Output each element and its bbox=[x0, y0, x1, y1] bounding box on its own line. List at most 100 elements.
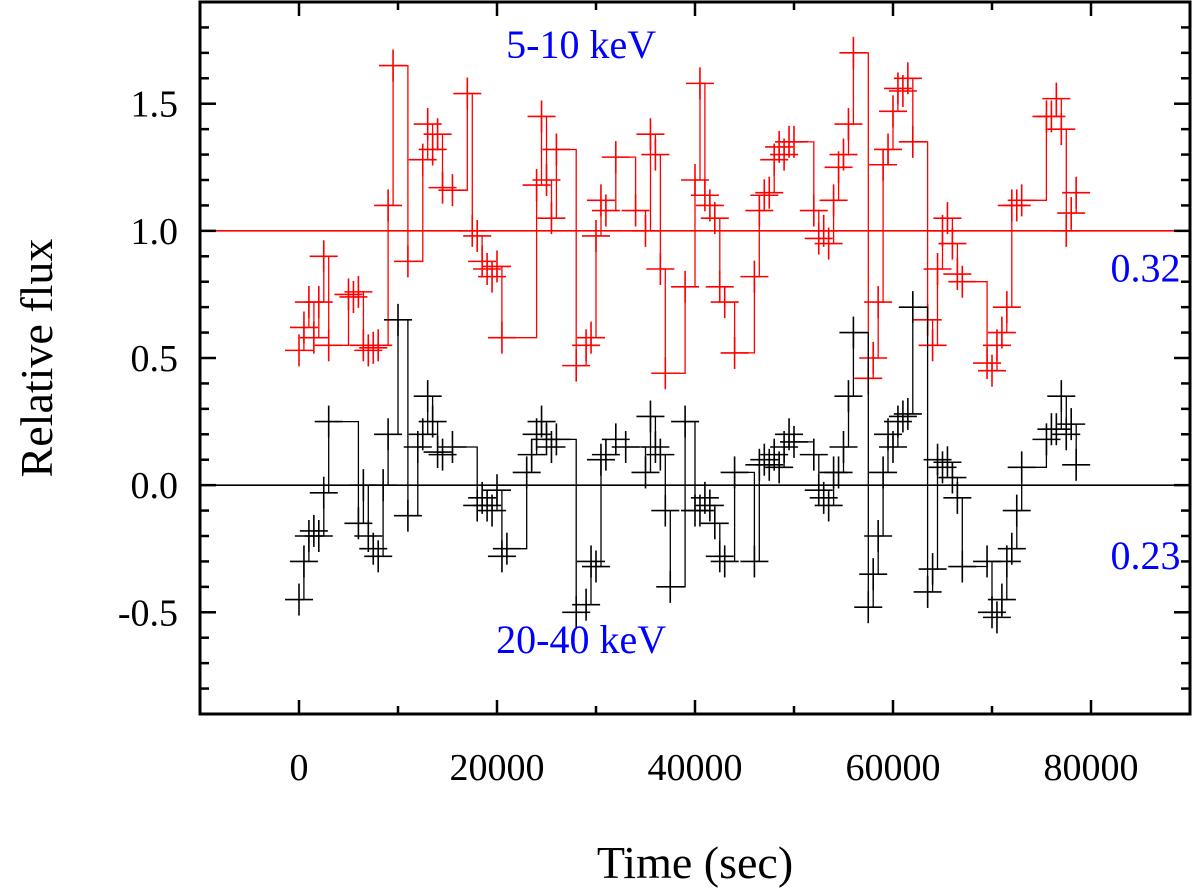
x-tick-label: 0 bbox=[290, 747, 309, 789]
data-point bbox=[992, 545, 1021, 578]
data-point bbox=[393, 499, 422, 532]
data-point bbox=[537, 431, 566, 463]
data-point bbox=[309, 240, 338, 273]
data-point bbox=[888, 75, 917, 107]
x-tick-label: 20000 bbox=[450, 747, 545, 789]
data-point bbox=[527, 405, 556, 438]
data-point bbox=[577, 545, 606, 578]
data-point bbox=[888, 400, 917, 433]
data-point bbox=[700, 202, 729, 235]
data-point bbox=[423, 436, 452, 469]
data-point bbox=[299, 514, 328, 547]
data-point bbox=[710, 286, 739, 319]
data-point bbox=[745, 194, 774, 227]
data-point bbox=[631, 214, 660, 247]
data-point bbox=[492, 532, 521, 565]
data-point bbox=[562, 349, 591, 382]
data-point bbox=[656, 570, 685, 603]
data-point bbox=[537, 202, 566, 235]
data-point bbox=[285, 583, 313, 616]
axis-ticks bbox=[198, 0, 1192, 716]
data-point bbox=[933, 446, 962, 479]
data-point bbox=[591, 194, 620, 227]
data-point bbox=[646, 438, 675, 471]
y-tick-label: 1.5 bbox=[131, 84, 179, 126]
data-point bbox=[864, 520, 893, 552]
data-point bbox=[824, 456, 853, 489]
data-point bbox=[577, 321, 606, 354]
series-hard-band bbox=[285, 291, 1091, 634]
y-tick-label: 1.0 bbox=[131, 211, 179, 253]
data-point bbox=[423, 118, 452, 151]
data-point bbox=[1042, 82, 1071, 115]
data-point bbox=[636, 118, 665, 151]
data-point bbox=[453, 77, 482, 110]
data-point bbox=[987, 583, 1016, 616]
data-point bbox=[527, 100, 556, 133]
data-point bbox=[631, 456, 660, 489]
data-point bbox=[824, 151, 853, 184]
x-tick-label: 80000 bbox=[1044, 747, 1139, 789]
data-point bbox=[344, 275, 373, 308]
data-point bbox=[309, 476, 338, 509]
data-point bbox=[359, 532, 388, 565]
data-point bbox=[374, 189, 403, 222]
data-point bbox=[1007, 184, 1036, 217]
data-point bbox=[799, 194, 828, 227]
data-point bbox=[705, 540, 734, 573]
data-point bbox=[710, 545, 739, 578]
annotation-2: 0.32 bbox=[1110, 246, 1180, 291]
data-point bbox=[379, 49, 408, 82]
data-point bbox=[393, 245, 422, 278]
data-point bbox=[1047, 380, 1076, 413]
data-point bbox=[1057, 197, 1086, 230]
data-point bbox=[299, 321, 328, 354]
data-point bbox=[384, 303, 412, 336]
data-point bbox=[938, 227, 967, 260]
data-point bbox=[918, 329, 947, 362]
data-point bbox=[359, 331, 388, 364]
data-point bbox=[780, 125, 808, 158]
data-point bbox=[978, 354, 1006, 387]
data-point bbox=[933, 202, 962, 235]
data-point bbox=[923, 253, 952, 285]
data-point bbox=[364, 540, 393, 573]
x-axis-title: Time (sec) bbox=[597, 837, 793, 888]
data-point bbox=[869, 148, 898, 181]
data-point bbox=[1062, 448, 1091, 481]
data-point bbox=[690, 481, 719, 514]
data-point bbox=[517, 438, 546, 471]
data-point bbox=[829, 431, 858, 463]
y-tick-label: 0.5 bbox=[131, 338, 179, 380]
data-point bbox=[982, 329, 1011, 362]
data-point bbox=[700, 507, 729, 540]
annotation-0: 5-10 keV bbox=[506, 22, 656, 67]
data-point bbox=[369, 469, 398, 502]
data-point bbox=[814, 227, 843, 260]
data-point bbox=[1057, 408, 1086, 441]
data-point bbox=[1047, 113, 1076, 146]
data-point bbox=[354, 520, 383, 552]
data-point bbox=[304, 520, 333, 552]
data-point bbox=[646, 253, 675, 285]
data-point bbox=[1002, 494, 1031, 527]
data-point bbox=[839, 36, 868, 69]
data-point bbox=[586, 184, 615, 217]
plot-frame bbox=[198, 0, 1192, 716]
data-point bbox=[879, 95, 907, 128]
data-point bbox=[765, 451, 794, 484]
data-point bbox=[893, 397, 922, 430]
data-point bbox=[809, 214, 838, 247]
data-point bbox=[458, 214, 487, 247]
data-point bbox=[641, 138, 670, 171]
data-point bbox=[418, 133, 447, 166]
data-point bbox=[483, 474, 511, 507]
data-point bbox=[314, 405, 343, 438]
data-point bbox=[898, 125, 927, 158]
data-point bbox=[819, 184, 848, 217]
data-point bbox=[364, 329, 393, 362]
data-point bbox=[992, 291, 1021, 324]
data-point bbox=[829, 138, 858, 171]
data-point bbox=[948, 550, 977, 583]
